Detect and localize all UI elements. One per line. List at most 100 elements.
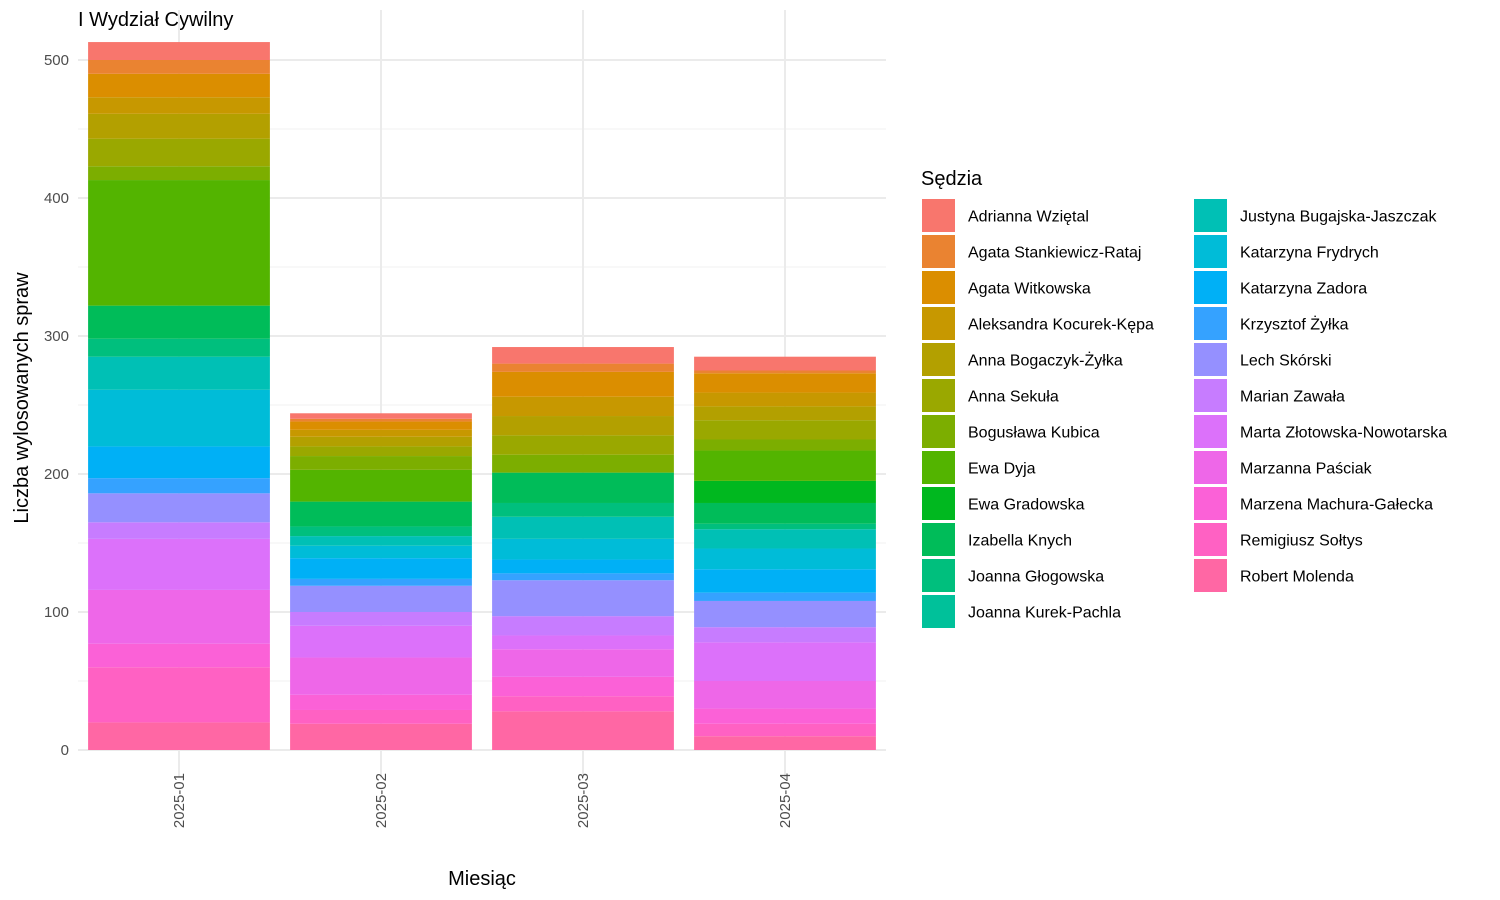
legend-label: Joanna Głogowska: [968, 569, 1104, 586]
legend-label: Marzena Machura-Gałecka: [1240, 497, 1433, 514]
legend-label: Bogusława Kubica: [968, 425, 1100, 442]
legend-label: Marzanna Paściak: [1240, 461, 1373, 478]
legend-swatch: [1194, 487, 1227, 520]
bar-segment: [694, 736, 876, 750]
legend-label: Aleksandra Kocurek-Kępa: [968, 317, 1154, 334]
legend-swatch: [922, 595, 955, 628]
bar-segment: [290, 413, 472, 419]
bar-segment: [694, 356, 876, 371]
bar-segment: [290, 709, 472, 724]
legend-swatch: [922, 199, 955, 232]
bar-segment: [694, 439, 876, 451]
legend-label: Adrianna Wziętal: [968, 209, 1089, 226]
legend-label: Katarzyna Frydrych: [1240, 245, 1379, 262]
legend-label: Justyna Bugajska-Jaszczak: [1240, 209, 1438, 226]
bar-segment: [492, 363, 674, 372]
bar-segment: [694, 392, 876, 407]
bar-segment: [88, 73, 270, 98]
bar-segment: [88, 643, 270, 668]
bar-segment: [694, 529, 876, 549]
bar-segment: [694, 406, 876, 421]
bar-segment: [290, 657, 472, 695]
bar-segment: [290, 526, 472, 537]
bars: [88, 42, 876, 750]
bar-segment: [290, 536, 472, 546]
bar-segment: [694, 600, 876, 628]
bar-segment: [290, 446, 472, 457]
y-axis-ticks: 0 100 200 300 400 500: [44, 52, 69, 759]
legend-label: Katarzyna Zadora: [1240, 281, 1367, 298]
y-tick-label: 0: [61, 742, 69, 759]
y-tick-label: 100: [44, 604, 69, 621]
bar-segment: [88, 493, 270, 523]
legend-swatch: [922, 271, 955, 304]
x-tick-label: 2025-04: [777, 773, 794, 828]
bar-segment: [492, 649, 674, 677]
bar-segment: [492, 502, 674, 517]
legend-label: Lech Skórski: [1240, 353, 1332, 370]
bar-segment: [492, 435, 674, 455]
bar-segment: [492, 676, 674, 697]
bar-segment: [290, 578, 472, 586]
bar-segment: [290, 625, 472, 658]
bar-segment: [492, 559, 674, 574]
bar-segment: [492, 516, 674, 539]
bar-segment: [694, 502, 876, 524]
bar-segment: [492, 573, 674, 581]
y-tick-label: 500: [44, 52, 69, 69]
legend-label: Agata Stankiewicz-Rataj: [968, 245, 1141, 262]
legend-label: Ewa Gradowska: [968, 497, 1085, 514]
chart-title: I Wydział Cywilny: [78, 9, 233, 31]
bar-segment: [694, 480, 876, 503]
y-tick-label: 200: [44, 466, 69, 483]
legend-label: Remigiusz Sołtys: [1240, 533, 1363, 550]
bar-segment: [492, 696, 674, 712]
legend-label: Izabella Knych: [968, 533, 1072, 550]
legend-swatch: [922, 451, 955, 484]
bar-segment: [290, 421, 472, 430]
bar-segment: [492, 635, 674, 650]
legend-label: Anna Bogaczyk-Żyłka: [968, 351, 1123, 370]
legend-swatch: [922, 235, 955, 268]
bar-segment: [88, 446, 270, 479]
legend-label: Anna Sekuła: [968, 389, 1059, 406]
bar-segment: [88, 42, 270, 60]
bar-segment: [290, 501, 472, 527]
bar-segment: [290, 456, 472, 470]
bar-segment: [88, 389, 270, 447]
bar-segment: [88, 97, 270, 114]
legend-swatch: [1194, 235, 1227, 268]
bar-segment: [88, 589, 270, 644]
bar-segment: [492, 454, 674, 473]
x-tick-label: 2025-01: [171, 773, 188, 828]
bar-segment: [290, 585, 472, 612]
bar-segment: [88, 305, 270, 339]
legend-swatch: [1194, 271, 1227, 304]
bar-segment: [492, 616, 674, 636]
legend-swatch: [1194, 307, 1227, 340]
bar-segment: [694, 708, 876, 724]
legend-swatch: [1194, 379, 1227, 412]
bar-segment: [694, 450, 876, 481]
bar-segment: [492, 371, 674, 397]
bar-segment: [88, 180, 270, 306]
bar-segment: [694, 723, 876, 737]
bar-segment: [88, 667, 270, 723]
legend-swatch: [1194, 199, 1227, 232]
bar-segment: [492, 472, 674, 503]
bar-segment: [492, 538, 674, 560]
bar-segment: [694, 373, 876, 393]
x-axis-title: Miesiąc: [448, 868, 516, 890]
bar-segment: [290, 429, 472, 437]
bar-segment: [290, 545, 472, 559]
legend-label: Robert Molenda: [1240, 569, 1354, 586]
legend-swatch: [1194, 415, 1227, 448]
bar-segment: [694, 569, 876, 593]
bar-segment: [492, 396, 674, 417]
x-axis-ticks: 2025-01 2025-02 2025-03 2025-04: [171, 773, 794, 828]
legend-swatch: [922, 343, 955, 376]
legend-title: Sędzia: [921, 168, 983, 190]
bar-segment: [290, 436, 472, 447]
legend-swatch: [922, 523, 955, 556]
